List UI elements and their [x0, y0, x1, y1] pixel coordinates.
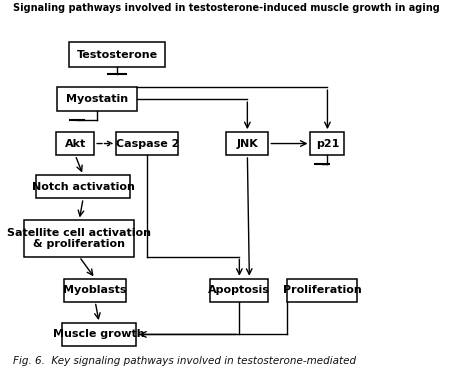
Text: Myoblasts: Myoblasts — [64, 285, 127, 295]
Text: Notch activation: Notch activation — [32, 182, 135, 192]
Text: Myostatin: Myostatin — [66, 94, 128, 104]
Text: Testosterone: Testosterone — [77, 50, 158, 60]
Text: Signaling pathways involved in testosterone-induced muscle growth in aging: Signaling pathways involved in testoster… — [13, 3, 440, 13]
FancyBboxPatch shape — [210, 279, 268, 302]
FancyBboxPatch shape — [64, 279, 126, 302]
FancyBboxPatch shape — [24, 220, 134, 257]
Text: Akt: Akt — [64, 138, 86, 148]
Text: Apoptosis: Apoptosis — [209, 285, 270, 295]
Text: Fig. 6.  Key signaling pathways involved in testosterone-mediated: Fig. 6. Key signaling pathways involved … — [13, 356, 356, 366]
FancyBboxPatch shape — [310, 132, 345, 155]
Text: JNK: JNK — [237, 138, 258, 148]
FancyBboxPatch shape — [116, 132, 178, 155]
Text: Proliferation: Proliferation — [283, 285, 362, 295]
FancyBboxPatch shape — [287, 279, 357, 302]
FancyBboxPatch shape — [56, 132, 94, 155]
FancyBboxPatch shape — [57, 87, 137, 111]
Text: p21: p21 — [316, 138, 339, 148]
Text: Caspase 2: Caspase 2 — [116, 138, 179, 148]
FancyBboxPatch shape — [227, 132, 268, 155]
Text: Muscle growth: Muscle growth — [54, 330, 145, 339]
FancyBboxPatch shape — [69, 42, 165, 67]
FancyBboxPatch shape — [36, 175, 130, 198]
FancyBboxPatch shape — [62, 323, 136, 346]
Text: Satellite cell activation
& proliferation: Satellite cell activation & proliferatio… — [7, 228, 151, 249]
